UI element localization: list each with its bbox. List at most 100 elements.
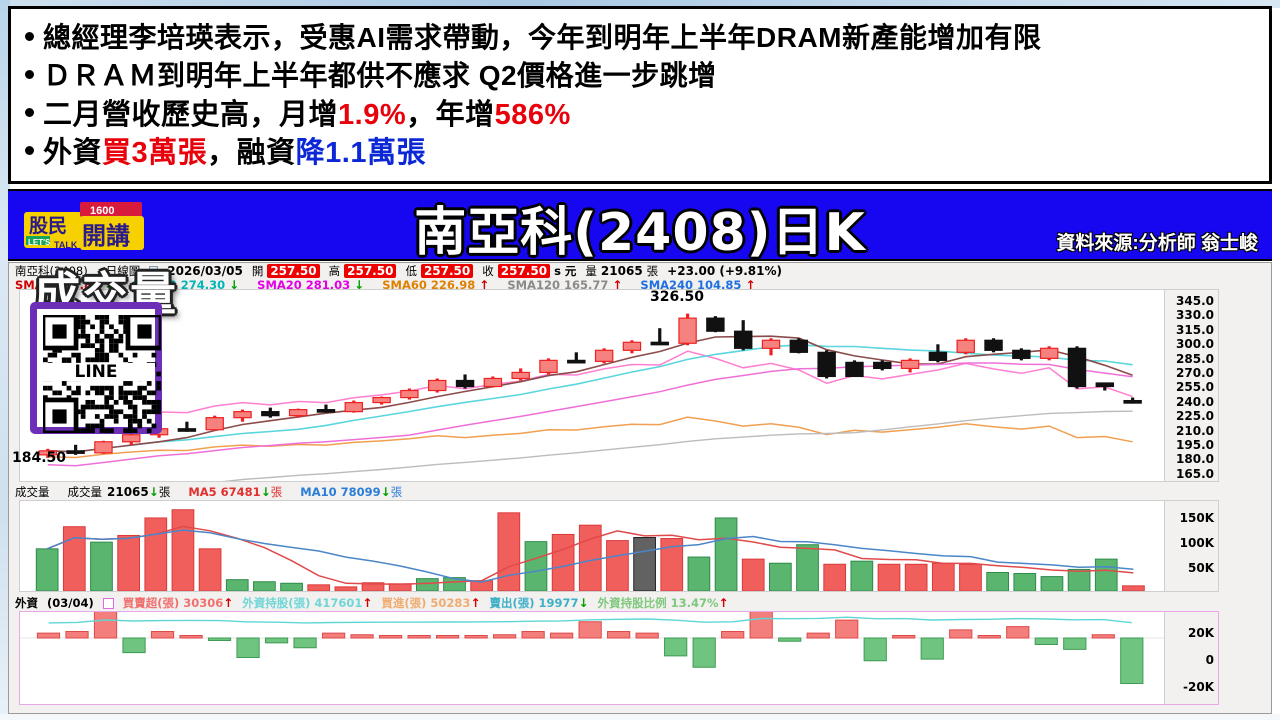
page-background-bottom [0,714,1280,720]
foreign-bar [1034,637,1058,645]
ma-arrow-icon: ↓ [354,278,365,292]
candlestick [38,448,58,458]
ma-label-value: SMA120 165.77 [507,278,613,292]
foreign-buy-value: 50283 [430,596,471,610]
foreign-hold-label: 外資持股(張) [242,596,311,610]
high-price-annotation: 326.50 [650,289,705,305]
foreign-ratio-arrow: ↑ [718,596,729,610]
ma-item-sma60: SMA60 226.98 ↑ [382,278,489,292]
axis-tick-label: 330.0 [1176,308,1214,323]
foreign-net-arrow: ↑ [223,596,234,610]
volume-axis: 150K 100K 50K [1164,501,1218,591]
foreign-plot[interactable] [20,612,1166,704]
high-value: 257.50 [344,263,397,278]
ma-item-sma120: SMA120 165.77 ↑ [507,278,622,292]
ma-line [47,335,1133,453]
volume-bar [280,582,303,591]
foreign-bar [664,637,688,657]
foreign-bar [1063,637,1087,650]
volume-label: 量 [585,263,597,278]
quote-date: 2026/03/05 [167,263,243,278]
foreign-bar [435,635,460,639]
low-label: 低 [405,263,417,278]
axis-tick-label: 180.0 [1176,452,1214,467]
ma-label-value: SMA60 226.98 [382,278,480,292]
volume-ma10-unit: 張 [390,485,403,499]
candle-swatch-icon [149,266,159,275]
source-credit: 資料來源:分析師 翁士峻 [1056,233,1258,254]
period-label[interactable]: 日線圖 [105,263,141,278]
foreign-bar [521,631,545,639]
foreign-bar [493,634,517,639]
qr-center-label: LINE [37,363,155,381]
candlestick [706,316,725,333]
foreign-chart-panel[interactable]: 20K 0 -20K [19,611,1219,705]
volume-bar [35,548,59,591]
headline-bullet-3: 二月營收歷史高，月增1.9%，年增586% [25,93,1259,131]
ma-line [47,362,1133,467]
headline-segment: 1.9% [338,99,407,131]
ma-line [47,343,1133,453]
volume-bar [361,582,385,591]
volume-ma5-arrow: ↓ [260,485,271,499]
volume-chart-panel[interactable]: 150K 100K 50K [19,500,1219,592]
ma-item-sma20: SMA20 281.03 ↓ [257,278,364,292]
svg-text:開講: 開講 [82,222,130,250]
volume-bar [877,563,901,591]
candlestick [372,396,391,405]
headline-segment: 買3萬張 [102,137,208,169]
candlestick [205,415,224,431]
headline-segment: 外資 [43,137,103,169]
bullet-dot-icon [25,69,34,79]
headline-bullet-4-text: 外資買3萬張，融資降1.1萬張 [43,129,426,171]
candlestick [1123,397,1142,404]
open-value: 257.50 [267,263,320,278]
axis-tick-label: 255.0 [1176,380,1214,395]
foreign-axis: 20K 0 -20K [1164,612,1218,704]
price-chart-panel[interactable]: 345.0 330.0 315.0 300.0 285.0 270.0 255.0 240.0… [19,289,1219,482]
open-label: 開 [251,263,264,278]
foreign-bar [635,632,659,639]
candlestick [177,421,197,432]
ma-arrow-icon: ↑ [479,278,490,292]
candlestick-plot[interactable] [20,290,1166,481]
volume-bar [714,517,738,591]
foreign-info-row: 外資 (03/04) 買賣超(張) 30306 ↑ 外資持股(張) 417601… [9,596,1271,610]
axis-tick-label: 100K [1179,536,1214,550]
foreign-bar [1091,634,1115,639]
volume-bar [796,544,819,591]
candlestick [678,313,697,346]
chart-window: 南亞科(2408) 日線圖 2026/03/05 開 257.50 高 257.… [8,262,1272,714]
candlestick [233,409,252,422]
candlestick [984,338,1003,353]
volume-bar [823,563,847,591]
foreign-sell-arrow: ↓ [578,596,589,610]
line-qr-code[interactable]: LINE [30,302,162,434]
candlestick [1067,346,1087,389]
volume-bar [117,534,140,591]
candlestick [66,444,85,455]
volume-bar [687,556,711,591]
candlestick [344,400,364,413]
foreign-bar [321,632,346,639]
foreign-bar [607,631,631,639]
volume-bar [334,586,358,591]
foreign-bar [207,637,232,641]
foreign-bar [749,612,773,639]
volume-plot[interactable] [20,501,1166,591]
list-view-icon[interactable] [102,597,114,609]
foreign-ratio-value: 13.47% [670,596,719,610]
axis-tick-label: 210.0 [1176,423,1214,438]
candlestick [94,440,113,454]
volume-bar [415,578,439,591]
foreign-bar [949,629,973,639]
candlestick [122,432,141,445]
volume-bar [904,563,928,591]
foreign-bar [93,612,118,639]
axis-tick-label: 300.0 [1176,337,1214,352]
ma-label-value: SMA10 274.30 [132,278,230,292]
candlestick [873,360,892,371]
symbol-label[interactable]: 南亞科(2408) [15,263,88,278]
volume-ma-line [46,525,1134,586]
foreign-buy-arrow: ↑ [470,596,481,610]
